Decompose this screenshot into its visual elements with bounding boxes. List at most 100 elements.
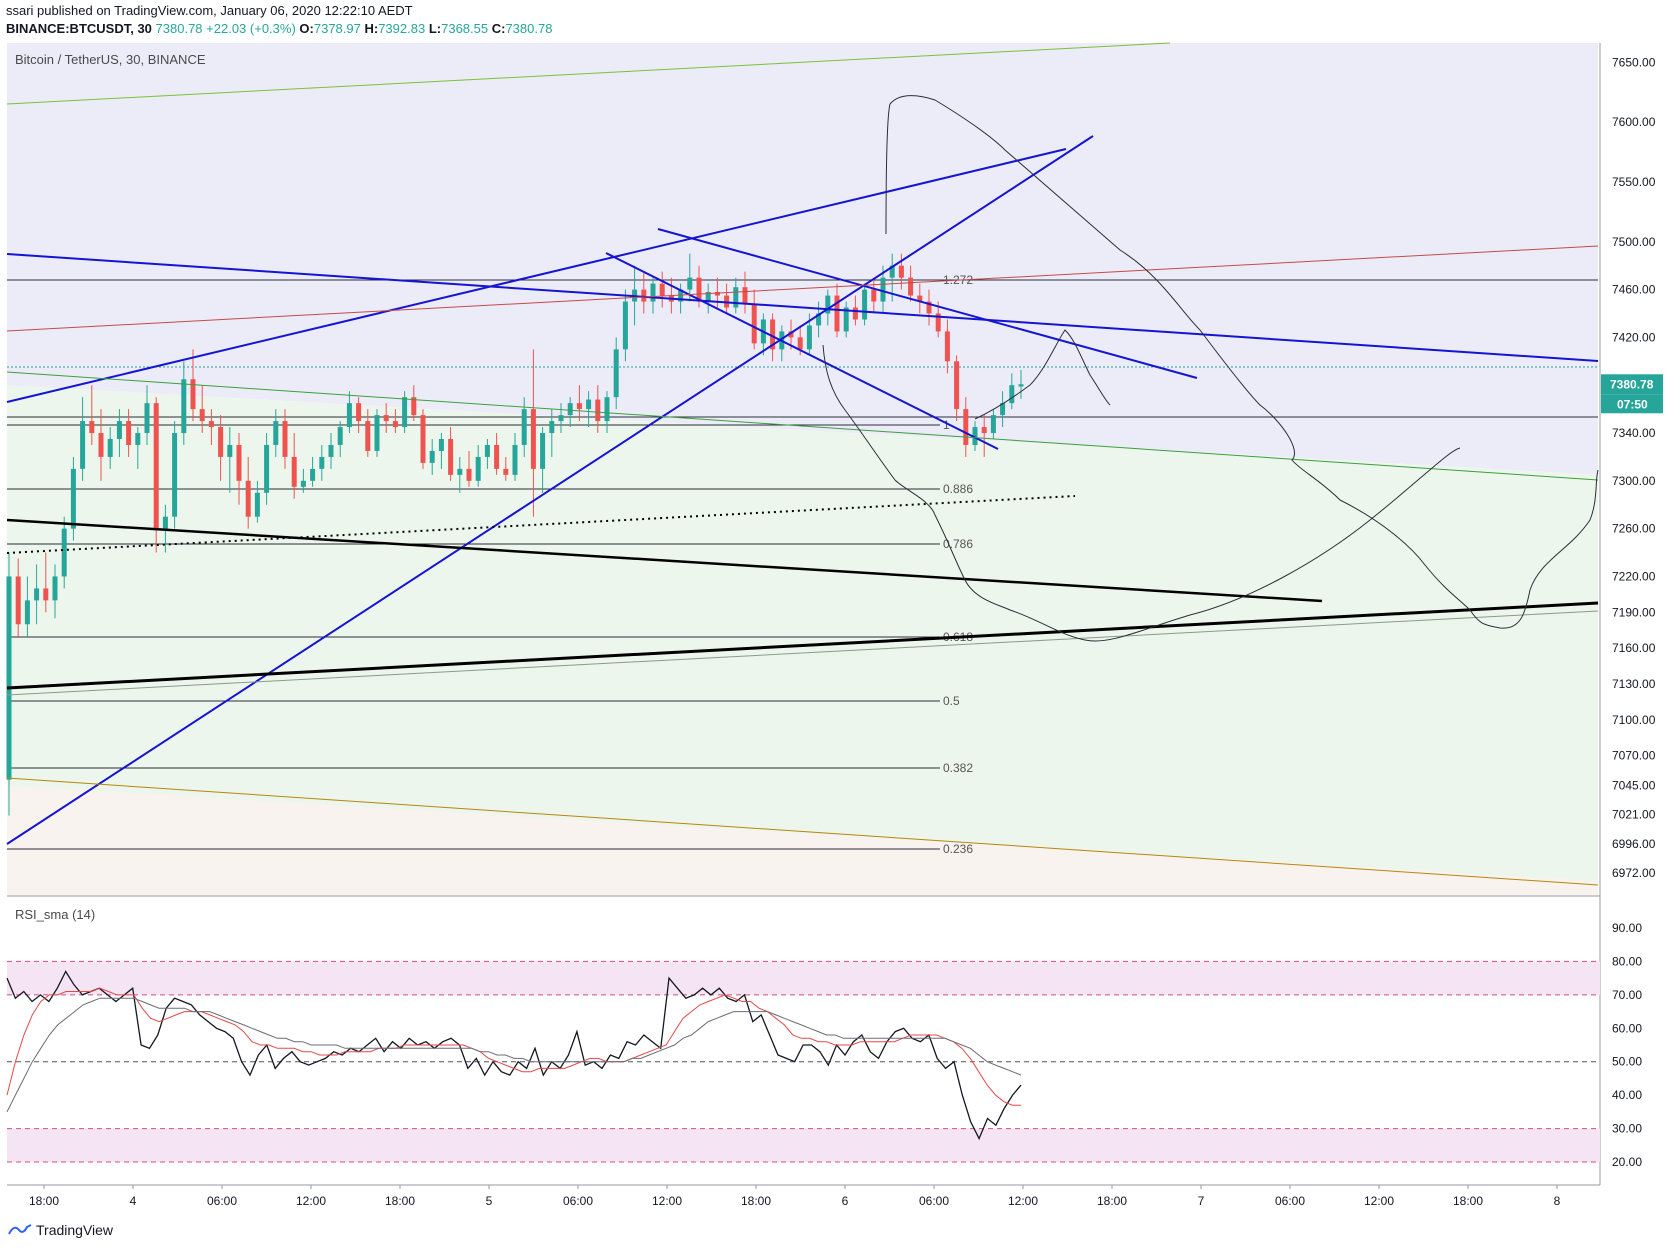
candle-body [981,427,987,434]
price-tick: 6972.00 [1612,866,1656,880]
candle-body [392,421,398,428]
candle-body [834,295,840,332]
candle-body [420,415,426,463]
rsi-tick: 70.00 [1612,988,1642,1002]
candle-body [411,397,417,416]
candle-body [622,301,628,350]
candle-body [337,427,343,445]
candle-body [889,265,895,278]
channel-line [6,777,1599,886]
candle-body [291,456,297,487]
candle-body [852,307,858,320]
candle-body [751,303,757,344]
drawing-tools[interactable] [6,42,1599,886]
candle-body [576,403,582,410]
candle-body [34,588,40,601]
price-tick: 7600.00 [1612,115,1656,129]
candle-body [273,421,279,445]
candle-body [917,295,923,302]
candle-body [43,588,49,601]
candle-body [190,379,196,410]
candle-body [153,403,159,529]
time-tick: 18:00 [741,1194,771,1208]
rsi-tick: 20.00 [1612,1155,1642,1169]
candle-body [521,409,527,445]
candle-body [310,468,316,481]
rsi-tick: 40.00 [1612,1088,1642,1102]
price-tick: 7460.00 [1612,283,1656,297]
candle-body [475,456,481,481]
countdown-badge: 07:50 [1617,397,1648,411]
candle-body [466,468,472,481]
price-tick: 7190.00 [1612,605,1656,619]
time-tick: 06:00 [1275,1194,1305,1208]
price-tick: 6996.00 [1612,837,1656,851]
time-tick: 12:00 [296,1194,326,1208]
candle-body [24,600,30,625]
candle-body [199,409,205,422]
candle-body [944,331,950,362]
symbol-label: BINANCE:BTCUSDT, 30 [6,21,152,36]
candle-body [595,399,601,422]
rsi-sma-line [6,987,1021,1106]
candle-body [871,289,877,302]
candle-body [650,283,656,302]
candle-body [935,313,941,332]
last-price: 7380.78 [155,21,203,36]
candle-body [908,277,914,296]
fib-label: 0.886 [943,482,973,496]
rsi-pane-title: RSI_sma (14) [15,907,95,922]
candle-body [346,403,352,428]
candle-body [457,468,463,475]
footer-brand[interactable]: TradingView [8,1222,113,1238]
price-tick: 7130.00 [1612,677,1656,691]
trend-line [6,148,1067,403]
channel-line [6,610,1599,696]
rsi-tick: 60.00 [1612,1021,1642,1035]
candle-body [733,287,739,308]
dotted-ma-line [6,495,1076,554]
candle-body [15,576,21,625]
price-tick: 7420.00 [1612,330,1656,344]
fib-label: 1 [943,418,950,432]
channel-line [6,371,1599,481]
time-tick: 18:00 [1453,1194,1483,1208]
price-change: +22.03 (+0.3%) [206,21,296,36]
time-tick: 5 [486,1194,493,1208]
candle-body [742,287,748,304]
candle-body [567,403,573,416]
candle-body [383,415,389,422]
candle-body [448,438,454,475]
candle-body [788,331,794,338]
time-tick: 06:00 [563,1194,593,1208]
freehand-drawing [822,344,1461,642]
candle-body [181,379,187,434]
rsi-tick: 80.00 [1612,954,1642,968]
rsi-tick: 50.00 [1612,1055,1642,1069]
time-tick: 6 [842,1194,849,1208]
candle-body [687,277,693,290]
candle-body [300,480,306,487]
candle-body [880,277,886,302]
candle-body [116,421,122,439]
fib-label: 0.236 [943,842,973,856]
price-tick: 7021.00 [1612,807,1656,821]
candle-body [356,403,362,422]
low-zone-bg [7,785,1598,895]
candle-body [282,421,288,457]
time-tick: 06:00 [207,1194,237,1208]
candle-body [89,421,95,434]
time-tick: 7 [1198,1194,1205,1208]
price-tick: 7300.00 [1612,474,1656,488]
rsi-oversold-band [7,1128,1600,1162]
candle-body [558,415,564,422]
axes: 7650.007600.007550.007500.007460.007420.… [29,55,1663,1208]
candle-body [227,444,233,457]
candle-body [236,444,242,481]
candle-body [963,409,969,445]
time-tick: 18:00 [1097,1194,1127,1208]
rsi-plot [6,960,1600,1163]
price-tick: 7220.00 [1612,569,1656,583]
price-tick: 7045.00 [1612,779,1656,793]
